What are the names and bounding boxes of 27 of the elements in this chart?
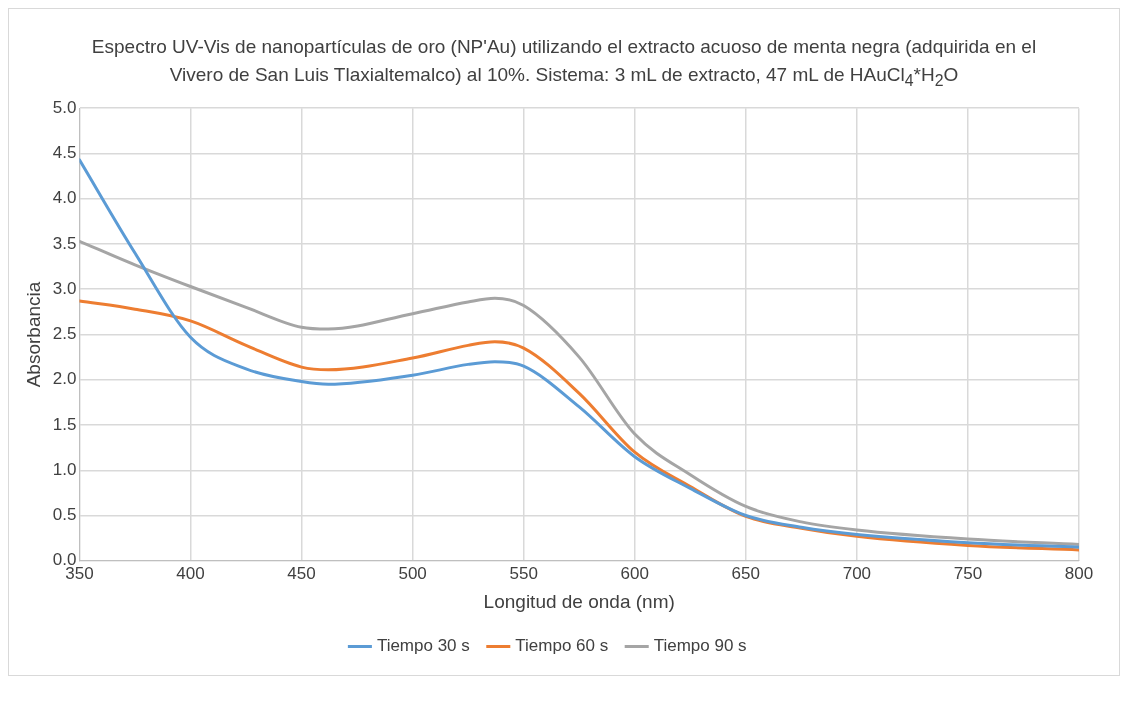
y-tick-label: 5.0 — [52, 97, 77, 117]
y-tick-label: 1.0 — [52, 459, 77, 479]
y-tick-label: 0.5 — [52, 505, 77, 525]
legend-label: Tiempo 60 s — [515, 635, 609, 655]
x-tick-label: 400 — [176, 563, 205, 583]
y-tick-label: 2.5 — [52, 323, 77, 343]
x-tick-label: 450 — [287, 563, 316, 583]
x-tick-label: 800 — [1064, 563, 1094, 583]
x-tick-label: 700 — [842, 563, 872, 583]
line-series — [79, 158, 1079, 549]
y-tick-label: 1.5 — [52, 414, 77, 434]
line-series — [79, 239, 1079, 546]
x-axis-title: Longitud de onda (nm) — [483, 590, 675, 612]
y-tick-label: 4.0 — [52, 188, 77, 208]
x-tick-label: 550 — [509, 563, 538, 583]
y-tick-label: 2.0 — [52, 369, 77, 389]
y-tick-label: 3.5 — [52, 233, 77, 253]
x-tick-label: 500 — [398, 563, 427, 583]
x-tick-label: 600 — [620, 563, 649, 583]
y-tick-label: 3.0 — [52, 278, 77, 298]
y-axis-title: Absorbancia — [22, 281, 44, 388]
chart-title: Espectro UV-Vis de nanopartículas de oro (NP'Au) utilizando el extracto acuoso de menta negra (adquirida en el Vivero de San Luis Tlaxialtemalco) al 10%. Sistema: 3 mL de extracto, 47 mL de HAuCl$_{4}$*H$_{2}$O — [90, 35, 1038, 91]
y-tick-label: 4.5 — [52, 142, 77, 162]
x-tick-label: 650 — [731, 563, 760, 583]
legend-label: Tiempo 90 s — [653, 635, 747, 655]
x-tick-label: 750 — [953, 563, 983, 583]
legend-label: Tiempo 30 s — [376, 635, 470, 655]
